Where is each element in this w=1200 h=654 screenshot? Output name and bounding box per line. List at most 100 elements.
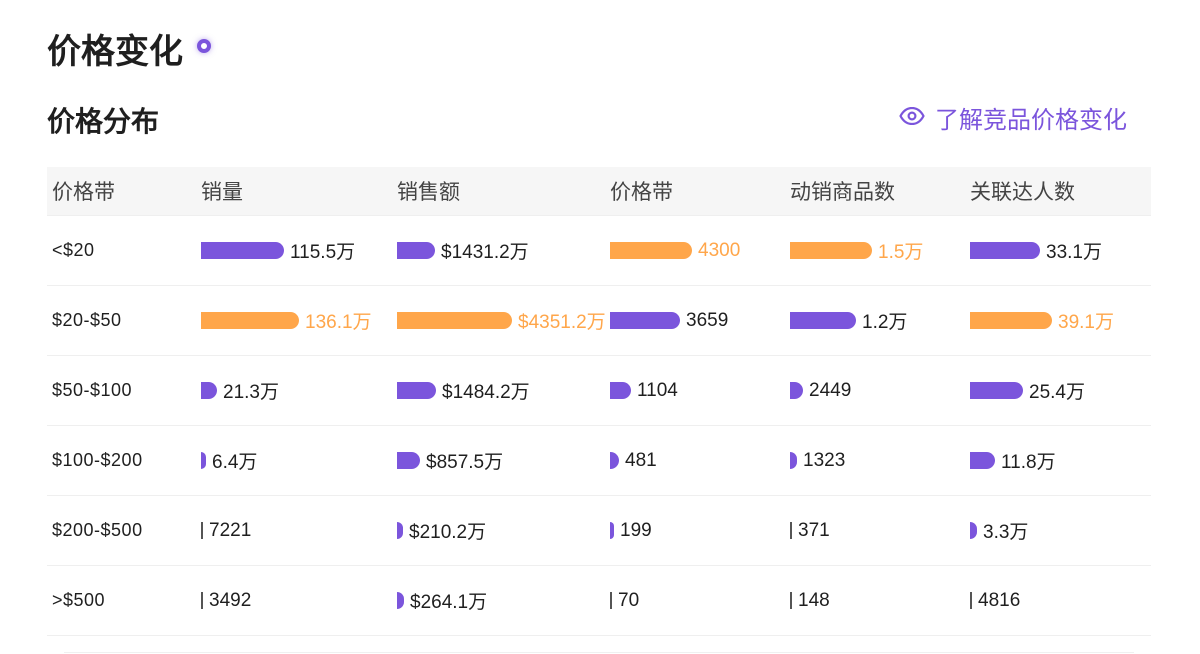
metric-cell: 1104 <box>610 380 790 402</box>
page-title: 价格变化 <box>47 24 211 73</box>
metric-value: 11.8万 <box>1001 452 1056 473</box>
metric-cell: 11.8万 <box>970 447 1151 474</box>
value-bar <box>610 522 614 539</box>
section-title: 价格分布 <box>47 106 160 137</box>
table-header: 价格带 销量 销售额 价格带 动销商品数 关联达人数 <box>47 167 1151 215</box>
metric-value: $210.2万 <box>409 522 487 543</box>
metric-cell: $210.2万 <box>397 517 610 544</box>
metric-value: 70 <box>618 589 640 611</box>
metric-value: 6.4万 <box>212 452 258 473</box>
metric-cell: $1484.2万 <box>397 377 610 404</box>
metric-cell: 4300 <box>610 240 790 262</box>
table-row: $100-$200 6.4万 $857.5万 481 1323 11.8万 <box>47 425 1151 495</box>
value-bar <box>970 382 1023 399</box>
metric-value: 148 <box>798 589 830 611</box>
metric-cell: 21.3万 <box>201 377 397 404</box>
eye-icon <box>899 104 925 132</box>
metric-cell: 6.4万 <box>201 447 397 474</box>
header-cell[interactable]: 价格带 <box>610 181 673 204</box>
table-row: $200-$500 7221 $210.2万 199 371 3.3万 <box>47 495 1151 565</box>
value-bar <box>790 242 872 259</box>
value-bar <box>970 592 972 609</box>
metric-cell: 136.1万 <box>201 307 397 334</box>
value-bar <box>397 452 420 469</box>
header-cell[interactable]: 关联达人数 <box>970 181 1075 204</box>
learn-competitor-price-link[interactable]: 了解竞品价格变化 <box>899 100 1127 135</box>
status-dot-icon <box>197 38 211 53</box>
table-row: $50-$100 21.3万 $1484.2万 1104 2449 25.4万 <box>47 355 1151 425</box>
header-cell[interactable]: 价格带 <box>52 181 115 204</box>
metric-value: 33.1万 <box>1046 242 1102 263</box>
metric-cell: 1.5万 <box>790 237 970 264</box>
metric-value: 39.1万 <box>1058 312 1114 333</box>
value-bar <box>790 452 797 469</box>
header-cell[interactable]: 销售额 <box>397 181 460 204</box>
metric-value: $1431.2万 <box>441 242 529 263</box>
metric-value: 1.2万 <box>862 312 908 333</box>
metric-value: 199 <box>620 519 652 541</box>
value-bar <box>397 242 435 259</box>
metric-value: 371 <box>798 519 830 541</box>
metric-value: 3659 <box>686 309 729 331</box>
metric-value: 115.5万 <box>290 242 356 263</box>
price-band-label: >$500 <box>52 590 106 610</box>
divider <box>64 652 1134 653</box>
metric-value: 1323 <box>803 449 846 471</box>
price-band-label: $100-$200 <box>52 450 143 470</box>
value-bar <box>970 242 1040 259</box>
metric-value: $1484.2万 <box>442 382 530 403</box>
metric-cell: 7221 <box>201 520 397 542</box>
metric-cell: 4816 <box>970 590 1151 612</box>
metric-value: 2449 <box>809 379 852 401</box>
metric-cell: 481 <box>610 450 790 472</box>
value-bar <box>790 522 792 539</box>
header-cell[interactable]: 销量 <box>201 181 243 204</box>
table-body: <$20 115.5万 $1431.2万 4300 1.5万 33.1万 $20-$50 13… <box>47 215 1151 636</box>
metric-cell: 115.5万 <box>201 237 397 264</box>
metric-cell: 3492 <box>201 590 397 612</box>
metric-cell: $4351.2万 <box>397 307 610 334</box>
metric-value: 481 <box>625 449 657 471</box>
value-bar <box>397 592 404 609</box>
header-cell[interactable]: 动销商品数 <box>790 181 895 204</box>
metric-cell: 33.1万 <box>970 237 1151 264</box>
value-bar <box>201 592 203 609</box>
metric-value: 7221 <box>209 519 252 541</box>
metric-cell: 39.1万 <box>970 307 1151 334</box>
value-bar <box>397 382 436 399</box>
value-bar <box>970 312 1052 329</box>
value-bar <box>201 242 284 259</box>
metric-cell: 25.4万 <box>970 377 1151 404</box>
learn-link-label: 了解竞品价格变化 <box>935 107 1127 134</box>
value-bar <box>397 312 512 329</box>
value-bar <box>610 382 631 399</box>
metric-value: 1104 <box>637 379 678 401</box>
metric-cell: $1431.2万 <box>397 237 610 264</box>
value-bar <box>201 452 206 469</box>
metric-value: 4816 <box>978 589 1021 611</box>
metric-cell: 199 <box>610 520 790 542</box>
value-bar <box>610 452 619 469</box>
metric-value: $857.5万 <box>426 452 504 473</box>
metric-value: $4351.2万 <box>518 312 606 333</box>
value-bar <box>970 522 977 539</box>
metric-value: 3492 <box>209 589 252 611</box>
value-bar <box>610 312 680 329</box>
metric-value: 25.4万 <box>1029 382 1085 403</box>
price-distribution-table: 价格带 销量 销售额 价格带 动销商品数 关联达人数 <$20 115.5万 $14… <box>47 167 1151 636</box>
value-bar <box>610 592 612 609</box>
value-bar <box>790 592 792 609</box>
metric-cell: 2449 <box>790 380 970 402</box>
value-bar <box>790 382 803 399</box>
value-bar <box>201 382 217 399</box>
metric-value: 21.3万 <box>223 382 279 403</box>
value-bar <box>397 522 403 539</box>
price-band-label: $50-$100 <box>52 380 133 400</box>
value-bar <box>610 242 692 259</box>
metric-cell: 70 <box>610 590 790 612</box>
price-band-label: $200-$500 <box>52 520 143 540</box>
value-bar <box>201 522 203 539</box>
metric-value: $264.1万 <box>410 592 488 613</box>
value-bar <box>970 452 995 469</box>
value-bar <box>790 312 856 329</box>
